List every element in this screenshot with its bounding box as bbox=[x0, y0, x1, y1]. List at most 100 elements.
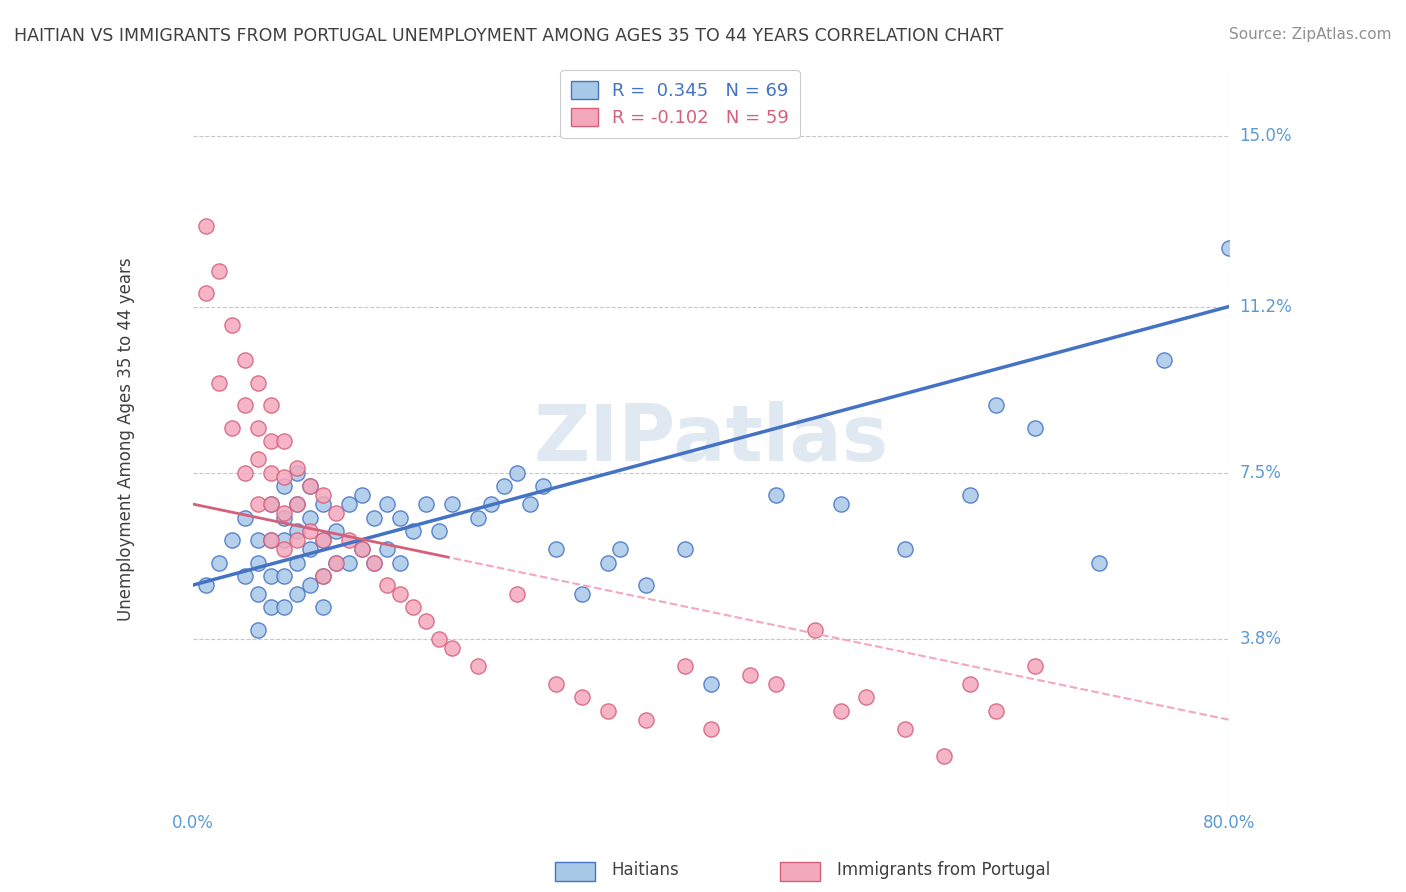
Point bbox=[544, 542, 567, 557]
Point bbox=[738, 668, 761, 682]
Point bbox=[467, 510, 489, 524]
Point bbox=[246, 587, 269, 601]
Point bbox=[285, 587, 308, 601]
Point bbox=[260, 434, 283, 449]
Point bbox=[246, 376, 269, 390]
Point bbox=[389, 556, 412, 570]
Point bbox=[312, 533, 335, 547]
Point bbox=[246, 533, 269, 547]
Point bbox=[1024, 658, 1046, 673]
Point bbox=[415, 614, 437, 628]
Point bbox=[312, 569, 335, 583]
Point bbox=[596, 704, 619, 718]
Point bbox=[932, 748, 955, 763]
Point bbox=[312, 488, 335, 502]
Point bbox=[260, 497, 283, 511]
Point bbox=[246, 497, 269, 511]
Point bbox=[285, 524, 308, 538]
Point bbox=[273, 506, 295, 520]
Point bbox=[312, 533, 335, 547]
Point bbox=[959, 677, 981, 691]
Text: 15.0%: 15.0% bbox=[1239, 127, 1292, 145]
Point bbox=[221, 318, 243, 332]
Point bbox=[492, 479, 515, 493]
Point bbox=[312, 497, 335, 511]
Point bbox=[260, 533, 283, 547]
Point bbox=[273, 510, 295, 524]
Point bbox=[273, 533, 295, 547]
Point bbox=[441, 497, 464, 511]
Text: Haitians: Haitians bbox=[612, 861, 679, 879]
Text: ZIPatlas: ZIPatlas bbox=[534, 401, 889, 477]
Point bbox=[285, 461, 308, 475]
Point bbox=[1153, 353, 1175, 368]
Point bbox=[337, 497, 360, 511]
Point bbox=[506, 587, 529, 601]
Point bbox=[233, 510, 256, 524]
Point bbox=[700, 722, 723, 736]
Point bbox=[377, 497, 399, 511]
Point bbox=[273, 470, 295, 484]
Point bbox=[673, 542, 696, 557]
Point bbox=[260, 466, 283, 480]
Point bbox=[571, 587, 593, 601]
Point bbox=[325, 556, 347, 570]
Point bbox=[636, 578, 658, 592]
Point bbox=[337, 533, 360, 547]
Point bbox=[285, 497, 308, 511]
Point bbox=[298, 479, 321, 493]
Point bbox=[285, 533, 308, 547]
Point bbox=[195, 286, 218, 301]
Point bbox=[285, 466, 308, 480]
Point bbox=[765, 677, 787, 691]
Point bbox=[298, 578, 321, 592]
Point bbox=[260, 600, 283, 615]
Point bbox=[427, 632, 450, 646]
Point bbox=[273, 600, 295, 615]
Point bbox=[544, 677, 567, 691]
Point bbox=[233, 569, 256, 583]
Point bbox=[312, 569, 335, 583]
Point bbox=[402, 524, 425, 538]
Point bbox=[506, 466, 529, 480]
Text: Source: ZipAtlas.com: Source: ZipAtlas.com bbox=[1229, 27, 1392, 42]
Point bbox=[260, 569, 283, 583]
Point bbox=[350, 488, 373, 502]
Point bbox=[765, 488, 787, 502]
Point bbox=[233, 353, 256, 368]
Point bbox=[830, 704, 852, 718]
Text: 3.8%: 3.8% bbox=[1239, 630, 1281, 648]
Point bbox=[208, 556, 231, 570]
Point bbox=[298, 542, 321, 557]
Point bbox=[377, 542, 399, 557]
Point bbox=[246, 556, 269, 570]
Point bbox=[427, 524, 450, 538]
Point bbox=[441, 640, 464, 655]
Text: 7.5%: 7.5% bbox=[1239, 464, 1281, 482]
Point bbox=[389, 587, 412, 601]
Point bbox=[273, 479, 295, 493]
Point bbox=[894, 542, 917, 557]
Point bbox=[1024, 421, 1046, 435]
Point bbox=[700, 677, 723, 691]
Text: Immigrants from Portugal: Immigrants from Portugal bbox=[837, 861, 1050, 879]
Point bbox=[609, 542, 631, 557]
Point bbox=[260, 497, 283, 511]
Point bbox=[337, 556, 360, 570]
Point bbox=[389, 510, 412, 524]
Point bbox=[673, 658, 696, 673]
Point bbox=[273, 542, 295, 557]
Point bbox=[830, 497, 852, 511]
Point bbox=[855, 690, 877, 705]
Point bbox=[803, 623, 825, 637]
Point bbox=[298, 479, 321, 493]
Point bbox=[195, 219, 218, 233]
Point bbox=[571, 690, 593, 705]
Point bbox=[285, 497, 308, 511]
Point bbox=[363, 556, 385, 570]
Point bbox=[208, 263, 231, 277]
Point bbox=[467, 658, 489, 673]
Point bbox=[894, 722, 917, 736]
Point bbox=[402, 600, 425, 615]
Point bbox=[636, 713, 658, 727]
